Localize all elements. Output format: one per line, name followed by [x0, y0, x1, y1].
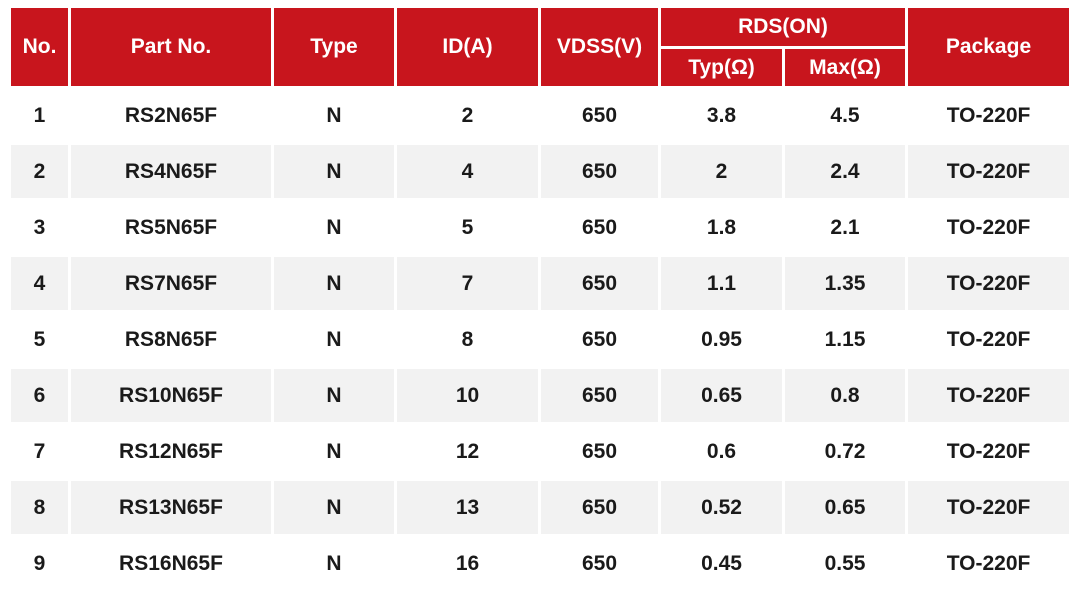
cell-no: 4: [11, 257, 68, 310]
cell-part-no: RS2N65F: [71, 89, 271, 142]
cell-package: TO-220F: [908, 313, 1070, 366]
cell-rds-max: 0.72: [785, 425, 906, 478]
cell-package: TO-220F: [908, 145, 1070, 198]
column-header-id-a: ID(A): [397, 8, 538, 86]
cell-rds-typ: 2: [661, 145, 782, 198]
table-row: 4 RS7N65F N 7 650 1.1 1.35 TO-220F: [11, 257, 1070, 310]
column-header-no: No.: [11, 8, 68, 86]
column-header-vdss: VDSS(V): [541, 8, 658, 86]
cell-no: 3: [11, 201, 68, 254]
table-header: No. Part No. Type ID(A) VDSS(V) RDS(ON) …: [11, 8, 1070, 86]
cell-rds-typ: 1.1: [661, 257, 782, 310]
cell-vdss: 650: [541, 369, 658, 422]
cell-no: 9: [11, 537, 68, 590]
table-row: 5 RS8N65F N 8 650 0.95 1.15 TO-220F: [11, 313, 1070, 366]
cell-no: 6: [11, 369, 68, 422]
cell-rds-max: 4.5: [785, 89, 906, 142]
column-header-package: Package: [908, 8, 1070, 86]
cell-package: TO-220F: [908, 537, 1070, 590]
cell-package: TO-220F: [908, 89, 1070, 142]
cell-part-no: RS12N65F: [71, 425, 271, 478]
column-header-rds-max: Max(Ω): [785, 49, 906, 86]
table-row: 2 RS4N65F N 4 650 2 2.4 TO-220F: [11, 145, 1070, 198]
cell-id-a: 16: [397, 537, 538, 590]
cell-vdss: 650: [541, 537, 658, 590]
cell-rds-max: 0.65: [785, 481, 906, 534]
cell-type: N: [274, 145, 394, 198]
cell-part-no: RS8N65F: [71, 313, 271, 366]
table-row: 9 RS16N65F N 16 650 0.45 0.55 TO-220F: [11, 537, 1070, 590]
cell-no: 2: [11, 145, 68, 198]
cell-type: N: [274, 537, 394, 590]
cell-rds-max: 0.8: [785, 369, 906, 422]
cell-vdss: 650: [541, 425, 658, 478]
cell-no: 1: [11, 89, 68, 142]
cell-type: N: [274, 89, 394, 142]
cell-rds-typ: 1.8: [661, 201, 782, 254]
table-row: 7 RS12N65F N 12 650 0.6 0.72 TO-220F: [11, 425, 1070, 478]
cell-vdss: 650: [541, 89, 658, 142]
cell-type: N: [274, 481, 394, 534]
header-row-top: No. Part No. Type ID(A) VDSS(V) RDS(ON) …: [11, 8, 1070, 86]
cell-type: N: [274, 201, 394, 254]
cell-id-a: 2: [397, 89, 538, 142]
cell-package: TO-220F: [908, 425, 1070, 478]
cell-type: N: [274, 257, 394, 310]
cell-id-a: 4: [397, 145, 538, 198]
cell-rds-typ: 3.8: [661, 89, 782, 142]
column-header-rds-on-group: RDS(ON): [661, 8, 906, 46]
cell-rds-typ: 0.65: [661, 369, 782, 422]
cell-id-a: 13: [397, 481, 538, 534]
cell-rds-typ: 0.45: [661, 537, 782, 590]
cell-package: TO-220F: [908, 369, 1070, 422]
table-row: 6 RS10N65F N 10 650 0.65 0.8 TO-220F: [11, 369, 1070, 422]
cell-part-no: RS16N65F: [71, 537, 271, 590]
cell-vdss: 650: [541, 313, 658, 366]
cell-part-no: RS7N65F: [71, 257, 271, 310]
cell-id-a: 7: [397, 257, 538, 310]
cell-part-no: RS4N65F: [71, 145, 271, 198]
cell-rds-max: 2.4: [785, 145, 906, 198]
table-row: 1 RS2N65F N 2 650 3.8 4.5 TO-220F: [11, 89, 1070, 142]
table-body: 1 RS2N65F N 2 650 3.8 4.5 TO-220F 2 RS4N65F N 4 650 2…: [11, 89, 1070, 590]
cell-part-no: RS13N65F: [71, 481, 271, 534]
cell-rds-typ: 0.95: [661, 313, 782, 366]
cell-vdss: 650: [541, 145, 658, 198]
cell-rds-max: 1.35: [785, 257, 906, 310]
cell-id-a: 8: [397, 313, 538, 366]
cell-type: N: [274, 369, 394, 422]
column-header-rds-typ: Typ(Ω): [661, 49, 782, 86]
cell-no: 5: [11, 313, 68, 366]
table-row: 8 RS13N65F N 13 650 0.52 0.65 TO-220F: [11, 481, 1070, 534]
cell-package: TO-220F: [908, 257, 1070, 310]
mosfet-spec-table: No. Part No. Type ID(A) VDSS(V) RDS(ON) …: [8, 5, 1072, 593]
cell-type: N: [274, 425, 394, 478]
cell-id-a: 12: [397, 425, 538, 478]
cell-no: 7: [11, 425, 68, 478]
table-row: 3 RS5N65F N 5 650 1.8 2.1 TO-220F: [11, 201, 1070, 254]
cell-rds-max: 0.55: [785, 537, 906, 590]
cell-rds-max: 1.15: [785, 313, 906, 366]
cell-id-a: 10: [397, 369, 538, 422]
header-row-sub: Typ(Ω) Max(Ω): [11, 49, 1069, 86]
cell-vdss: 650: [541, 481, 658, 534]
cell-rds-typ: 0.52: [661, 481, 782, 534]
cell-part-no: RS5N65F: [71, 201, 271, 254]
cell-vdss: 650: [541, 201, 658, 254]
cell-vdss: 650: [541, 257, 658, 310]
cell-id-a: 5: [397, 201, 538, 254]
cell-package: TO-220F: [908, 481, 1070, 534]
cell-package: TO-220F: [908, 201, 1070, 254]
cell-no: 8: [11, 481, 68, 534]
cell-rds-typ: 0.6: [661, 425, 782, 478]
cell-part-no: RS10N65F: [71, 369, 271, 422]
cell-rds-max: 2.1: [785, 201, 906, 254]
column-header-part-no: Part No.: [71, 8, 271, 86]
column-header-type: Type: [274, 8, 394, 86]
cell-type: N: [274, 313, 394, 366]
